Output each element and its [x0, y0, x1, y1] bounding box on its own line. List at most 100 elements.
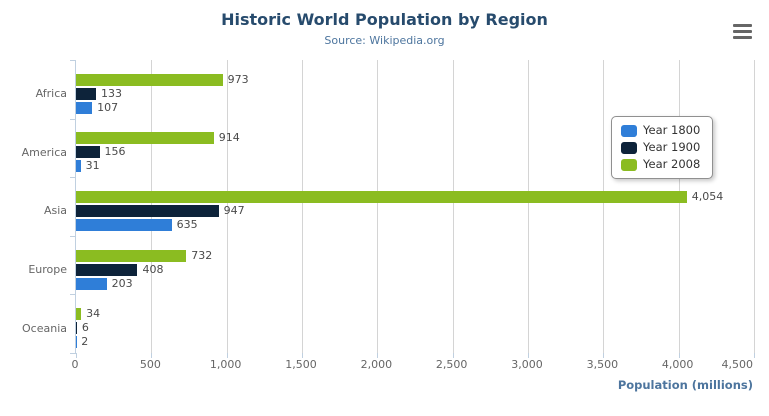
- bar-row: 2: [76, 336, 754, 349]
- x-axis-tick-labels: 0 500 1,000 1,500 2,000 2,500 3,000 3,500 4,000 4…: [71, 358, 754, 372]
- bar-value-label: 133: [101, 86, 123, 100]
- bar-row: 635: [76, 217, 754, 231]
- bar-year-2008[interactable]: [76, 308, 82, 321]
- bar-year-1800[interactable]: [76, 277, 107, 290]
- legend-swatch: [621, 124, 637, 137]
- legend-label: Year 2008: [643, 157, 701, 171]
- x-tick-label: 2,000: [360, 358, 393, 371]
- gridline: [377, 60, 379, 353]
- bar-value-label: 34: [86, 307, 101, 321]
- legend-item-year-1800[interactable]: Year 1800: [621, 124, 700, 137]
- x-axis-tick: [302, 353, 303, 358]
- bar-value-label: 107: [97, 100, 119, 114]
- bar-row: 156: [76, 145, 754, 159]
- bar-row: 34: [76, 307, 754, 321]
- legend-item-year-1900[interactable]: Year 1900: [621, 141, 700, 154]
- bar-row: 973: [76, 73, 754, 86]
- x-axis-tick: [76, 353, 77, 358]
- legend-swatch: [621, 141, 637, 154]
- x-tick-label: 4,000: [661, 358, 694, 371]
- hamburger-bar: [733, 24, 752, 27]
- bar-row: 107: [76, 100, 754, 114]
- bar-row: 408: [76, 263, 754, 276]
- bar-row: 914: [76, 131, 754, 145]
- bar-year-2008[interactable]: [76, 73, 223, 86]
- y-axis-tick: [70, 236, 76, 237]
- category-label: Europe: [28, 263, 67, 277]
- category-band: 914 156 31: [76, 119, 754, 178]
- x-axis-tick: [452, 353, 454, 358]
- bar-year-2008[interactable]: [76, 249, 187, 262]
- bar-year-1900[interactable]: [76, 263, 138, 276]
- bar-row: 31: [76, 159, 754, 173]
- legend-label: Year 1900: [643, 140, 701, 154]
- y-axis-tick: [70, 353, 76, 354]
- x-tick-label: 1,500: [285, 358, 317, 371]
- category-band: 34 6 2: [76, 294, 754, 353]
- gridline: [528, 60, 529, 353]
- bar-value-label: 732: [191, 248, 213, 262]
- bar-value-label: 156: [104, 145, 126, 159]
- bar-row: 947: [76, 203, 754, 217]
- plot-area: 973 133 107 914 156 31 4,054 947 635 732 408 203 34 6…: [70, 60, 755, 358]
- x-tick-label: 4,500: [721, 358, 754, 371]
- x-axis-tick: [226, 353, 228, 358]
- bar-row: 6: [76, 321, 754, 335]
- category-label: Africa: [35, 87, 67, 101]
- category-label: America: [21, 145, 67, 159]
- bar-year-2008[interactable]: [76, 132, 214, 145]
- bar-row: 203: [76, 276, 754, 290]
- hamburger-menu-icon[interactable]: [733, 24, 752, 39]
- bar-row: 732: [76, 248, 754, 262]
- legend-label: Year 1800: [643, 123, 701, 137]
- legend-swatch: [621, 158, 637, 171]
- category-band: 732 408 203: [76, 236, 754, 295]
- gridline: [452, 60, 454, 353]
- x-tick-label: 0: [71, 358, 79, 371]
- x-tick-label: 1,000: [209, 358, 242, 371]
- hamburger-bar: [733, 30, 752, 33]
- y-axis-category-labels: Africa America Asia Europe Oceania: [0, 60, 67, 353]
- x-axis-tick: [151, 353, 153, 358]
- legend-box: Year 1800 Year 1900 Year 2008: [611, 116, 714, 179]
- bar-row: 133: [76, 86, 754, 100]
- category-label: Asia: [43, 204, 67, 218]
- gridline: [603, 60, 605, 353]
- bar-year-2008[interactable]: [76, 190, 687, 203]
- bar-year-1900[interactable]: [76, 87, 97, 100]
- y-axis-tick: [70, 294, 76, 295]
- x-axis-tick: [603, 353, 605, 358]
- gridline: [302, 60, 303, 353]
- y-axis-tick: [70, 177, 76, 178]
- bar-value-label: 31: [85, 159, 100, 173]
- x-axis-tick: [754, 353, 755, 358]
- x-axis-tick: [678, 353, 680, 358]
- y-axis-tick: [70, 60, 76, 61]
- bar-year-1800[interactable]: [76, 160, 81, 173]
- gridline: [754, 60, 755, 353]
- x-axis-title: Population (millions): [617, 378, 753, 392]
- bar-value-label: 635: [176, 217, 198, 231]
- category-label: Oceania: [22, 321, 67, 335]
- bar-year-1900[interactable]: [76, 146, 100, 159]
- x-tick-label: 500: [139, 358, 161, 371]
- x-tick-label: 3,500: [586, 358, 619, 371]
- bar-value-label: 6: [81, 321, 89, 335]
- bar-value-label: 914: [218, 131, 240, 145]
- bar-year-1800[interactable]: [76, 101, 93, 114]
- x-axis-tick: [528, 353, 529, 358]
- category-band: 4,054 947 635: [76, 177, 754, 236]
- gridline: [678, 60, 680, 353]
- gridline: [226, 60, 228, 353]
- bar-year-1800[interactable]: [76, 218, 172, 231]
- x-tick-label: 2,500: [435, 358, 468, 371]
- chart-subtitle: Source: Wikipedia.org: [324, 34, 445, 47]
- bar-value-label: 947: [223, 203, 245, 217]
- bar-year-1900[interactable]: [76, 204, 219, 217]
- bar-row: 4,054: [76, 190, 754, 203]
- bar-year-1900[interactable]: [76, 322, 77, 335]
- x-tick-label: 3,000: [511, 358, 543, 371]
- legend-item-year-2008[interactable]: Year 2008: [621, 158, 700, 171]
- bar-value-label: 203: [111, 276, 133, 290]
